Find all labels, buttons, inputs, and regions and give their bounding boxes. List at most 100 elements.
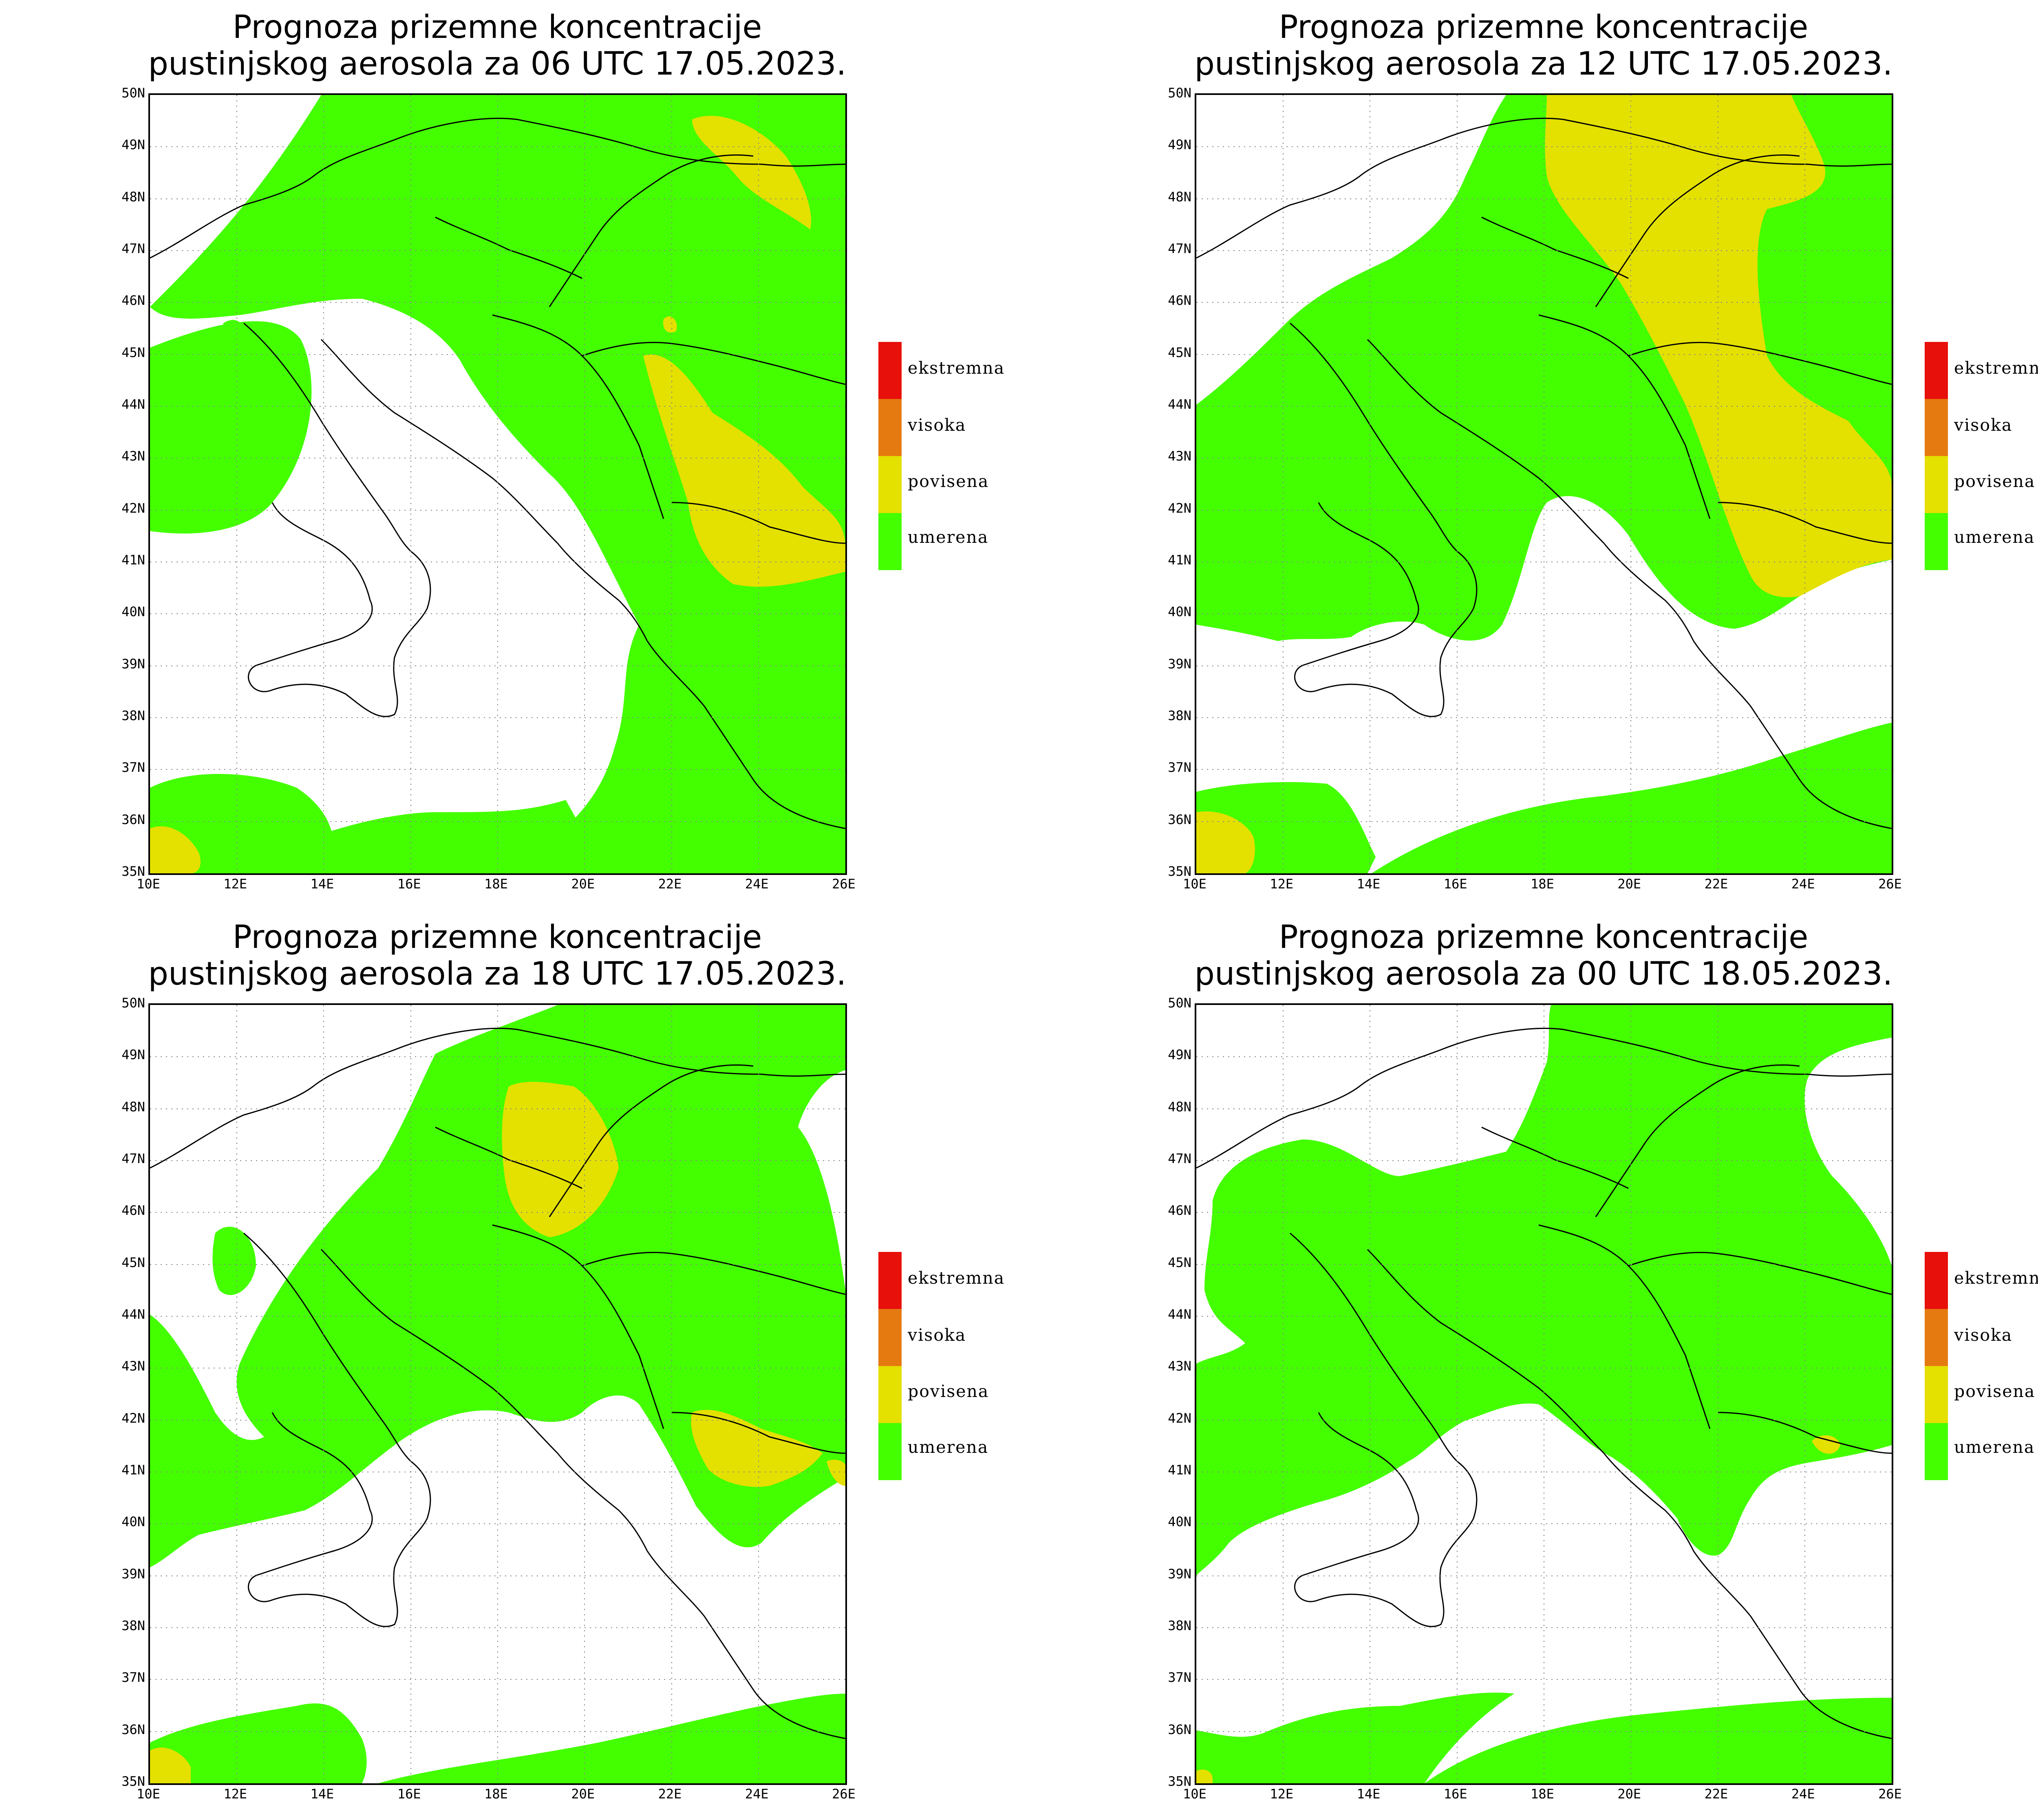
lat-tick-label: 40N bbox=[121, 604, 145, 620]
lon-tick-label: 18E bbox=[1531, 1786, 1554, 1802]
lon-tick-label: 10E bbox=[1183, 876, 1206, 892]
lat-tick-label: 47N bbox=[1168, 241, 1191, 256]
lon-tick-label: 12E bbox=[1270, 1786, 1294, 1802]
legend-label-moderate: umerena bbox=[1954, 527, 2035, 547]
lat-tick-label: 48N bbox=[121, 189, 145, 205]
map-panel-18utc: Prognoza prizemne koncentracije pustinjs… bbox=[0, 910, 1046, 1820]
lat-tick-label: 38N bbox=[121, 708, 145, 723]
lat-tick-label: 43N bbox=[121, 448, 145, 464]
title-line-2: pustinjskog aerosola za 00 UTC 18.05.202… bbox=[1194, 956, 1893, 992]
lon-tick-label: 18E bbox=[1531, 876, 1554, 892]
lat-tick-label: 45N bbox=[1168, 344, 1191, 360]
lat-tick-label: 48N bbox=[1168, 1099, 1191, 1115]
map-canvas bbox=[1196, 95, 1892, 873]
lat-tick-label: 48N bbox=[121, 1099, 145, 1115]
legend-label-high: visoka bbox=[1954, 415, 2013, 435]
lat-tick-label: 39N bbox=[1168, 1566, 1191, 1582]
panel-title: Prognoza prizemne koncentracije pustinjs… bbox=[139, 919, 856, 992]
legend-swatch-moderate bbox=[878, 513, 902, 570]
panel-title: Prognoza prizemne koncentracije pustinjs… bbox=[1185, 9, 1902, 82]
lat-tick-label: 40N bbox=[121, 1514, 145, 1530]
lat-tick-label: 40N bbox=[1168, 604, 1191, 620]
map-canvas bbox=[150, 1005, 845, 1783]
forecast-map bbox=[1195, 1003, 1893, 1785]
coastlines-and-borders bbox=[150, 1027, 845, 1739]
map-canvas bbox=[150, 95, 845, 873]
lon-tick-label: 26E bbox=[832, 876, 856, 892]
elevated-concentration-area bbox=[1196, 1435, 1840, 1783]
lat-tick-label: 39N bbox=[121, 656, 145, 672]
lat-tick-label: 44N bbox=[121, 397, 145, 412]
lat-tick-label: 46N bbox=[121, 1203, 145, 1218]
lat-tick-label: 38N bbox=[1168, 708, 1191, 723]
lon-tick-label: 12E bbox=[1270, 876, 1294, 892]
lat-tick-label: 39N bbox=[1168, 656, 1191, 672]
lat-tick-label: 45N bbox=[121, 1254, 145, 1270]
lat-tick-label: 40N bbox=[1168, 1514, 1191, 1530]
lat-tick-label: 48N bbox=[1168, 189, 1191, 205]
forecast-map bbox=[148, 1003, 847, 1785]
lat-tick-label: 47N bbox=[121, 241, 145, 256]
lat-tick-label: 36N bbox=[121, 1721, 145, 1737]
lon-tick-label: 24E bbox=[745, 876, 769, 892]
legend-swatch-extreme bbox=[1925, 1252, 1948, 1309]
lon-tick-label: 26E bbox=[832, 1786, 856, 1802]
map-panel-12utc: Prognoza prizemne koncentracije pustinjs… bbox=[1046, 0, 2038, 910]
legend-label-high: visoka bbox=[908, 1325, 966, 1345]
lon-tick-label: 16E bbox=[1443, 876, 1467, 892]
lat-tick-label: 44N bbox=[1168, 397, 1191, 412]
lat-tick-label: 38N bbox=[1168, 1618, 1191, 1633]
legend-label-extreme: ekstremna bbox=[1954, 1268, 2038, 1288]
lon-tick-label: 20E bbox=[1617, 876, 1641, 892]
legend-swatch-moderate bbox=[878, 1423, 902, 1480]
lat-tick-label: 47N bbox=[1168, 1151, 1191, 1166]
legend-label-moderate: umerena bbox=[908, 1437, 989, 1457]
legend-swatch-extreme bbox=[878, 1252, 902, 1309]
lon-tick-label: 14E bbox=[310, 1786, 334, 1802]
legend-label-moderate: umerena bbox=[1954, 1437, 2035, 1457]
title-line-1: Prognoza prizemne koncentracije bbox=[1279, 9, 1809, 46]
legend-swatch-high bbox=[878, 399, 902, 456]
lat-tick-label: 49N bbox=[121, 137, 145, 153]
lon-tick-label: 20E bbox=[571, 876, 595, 892]
legend-label-high: visoka bbox=[908, 415, 966, 435]
lat-tick-label: 43N bbox=[121, 1358, 145, 1374]
lat-tick-label: 35N bbox=[1168, 1774, 1191, 1789]
coastlines-and-borders bbox=[1196, 1027, 1892, 1739]
legend-swatch-moderate bbox=[1925, 1423, 1948, 1480]
lon-tick-label: 10E bbox=[137, 876, 160, 892]
lat-tick-label: 37N bbox=[121, 1670, 145, 1686]
lon-tick-label: 22E bbox=[658, 1786, 682, 1802]
lon-tick-label: 20E bbox=[1617, 1786, 1641, 1802]
map-canvas bbox=[1196, 1005, 1892, 1783]
lat-tick-label: 46N bbox=[121, 293, 145, 308]
lat-tick-label: 44N bbox=[1168, 1307, 1191, 1322]
title-line-2: pustinjskog aerosola za 12 UTC 17.05.202… bbox=[1194, 46, 1893, 82]
lat-tick-label: 46N bbox=[1168, 1203, 1191, 1218]
legend-label-elevated: povisena bbox=[908, 1382, 989, 1401]
lat-tick-label: 50N bbox=[1168, 85, 1191, 101]
title-line-2: pustinjskog aerosola za 18 UTC 17.05.202… bbox=[148, 956, 847, 992]
panel-title: Prognoza prizemne koncentracije pustinjs… bbox=[139, 9, 856, 82]
lat-tick-label: 37N bbox=[1168, 1670, 1191, 1686]
map-panel-00utc: Prognoza prizemne koncentracije pustinjs… bbox=[1046, 910, 2038, 1820]
legend-label-extreme: ekstremna bbox=[908, 1268, 1005, 1288]
legend-swatch-high bbox=[1925, 1309, 1948, 1366]
lon-tick-label: 10E bbox=[1183, 1786, 1206, 1802]
legend-swatch-elevated bbox=[1925, 456, 1948, 513]
elevated-concentration-area bbox=[150, 116, 845, 873]
coastlines-and-borders bbox=[150, 117, 845, 829]
lat-tick-label: 42N bbox=[1168, 1410, 1191, 1426]
title-line-2: pustinjskog aerosola za 06 UTC 17.05.202… bbox=[148, 46, 847, 82]
lat-tick-label: 45N bbox=[1168, 1254, 1191, 1270]
lat-tick-label: 35N bbox=[121, 864, 145, 879]
legend-swatch-high bbox=[1925, 399, 1948, 456]
lat-tick-label: 46N bbox=[1168, 293, 1191, 308]
lat-tick-label: 44N bbox=[121, 1307, 145, 1322]
legend-swatch-elevated bbox=[1925, 1366, 1948, 1423]
lon-tick-label: 22E bbox=[658, 876, 682, 892]
lat-tick-label: 50N bbox=[1168, 995, 1191, 1011]
lon-tick-label: 24E bbox=[1791, 876, 1815, 892]
lon-tick-label: 26E bbox=[1878, 876, 1902, 892]
lat-tick-label: 47N bbox=[121, 1151, 145, 1166]
